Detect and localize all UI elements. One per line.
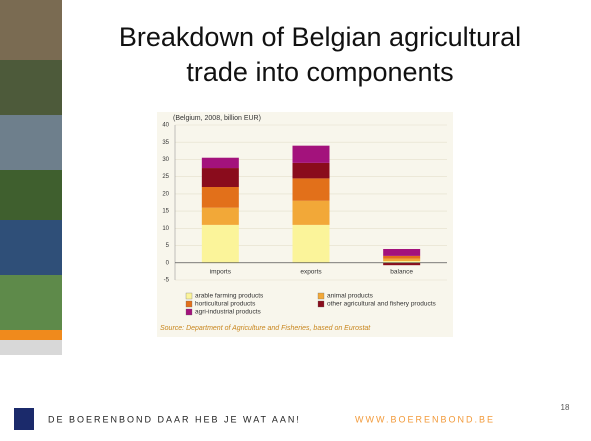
bar-segment <box>383 258 421 262</box>
photo <box>0 0 62 60</box>
bar-segment <box>292 224 330 263</box>
photo <box>0 60 62 115</box>
bar-segment <box>383 261 421 263</box>
bar-segment <box>383 249 421 256</box>
bar-segment <box>201 224 239 263</box>
bar-segment <box>292 162 330 179</box>
legend-swatch <box>185 308 193 316</box>
bar-segment <box>383 262 421 266</box>
chart-subtitle: (Belgium, 2008, billion EUR) <box>173 115 261 122</box>
bar-segment <box>201 157 239 169</box>
legend-swatch <box>317 300 325 308</box>
legend-label: animal products <box>327 293 374 300</box>
bar-segment <box>201 187 239 208</box>
logo <box>14 408 34 430</box>
footer-text: DE BOERENBOND DAAR HEB JE WAT AAN! <box>48 414 301 424</box>
photo <box>0 340 62 355</box>
y-tick-label: 40 <box>162 123 169 129</box>
bar-segment <box>292 178 330 201</box>
y-tick-label: 20 <box>162 191 169 197</box>
y-tick-label: 5 <box>166 243 170 249</box>
y-tick-label: 10 <box>162 226 169 232</box>
footer-url: WWW.BOERENBOND.BE <box>355 414 495 424</box>
photo-strip <box>0 0 62 355</box>
y-tick-label: 15 <box>162 209 169 215</box>
y-tick-label: 30 <box>162 157 169 163</box>
bar-segment <box>383 255 421 259</box>
bar-segment <box>292 200 330 225</box>
legend-swatch <box>185 300 193 308</box>
slide-title: Breakdown of Belgian agricultural trade … <box>118 22 522 87</box>
logo-mark <box>14 408 34 430</box>
photo <box>0 170 62 220</box>
legend-label: arable farming products <box>195 293 264 300</box>
x-tick-label: balance <box>390 268 413 275</box>
legend-label: agri-industrial products <box>195 309 262 316</box>
photo <box>0 220 62 275</box>
photo <box>0 115 62 170</box>
accent-bar <box>0 330 62 340</box>
y-tick-label: 25 <box>162 174 169 180</box>
legend-swatch <box>185 292 193 300</box>
y-tick-label: -5 <box>164 278 170 284</box>
bar-segment <box>201 207 239 225</box>
y-tick-label: 0 <box>166 260 170 266</box>
photo <box>0 275 62 330</box>
bar-segment <box>292 145 330 163</box>
y-tick-label: 35 <box>162 140 169 146</box>
chart-source: Source: Department of Agriculture and Fi… <box>160 325 371 332</box>
x-tick-label: imports <box>210 268 232 275</box>
legend-swatch <box>317 292 325 300</box>
legend-label: other agricultural and fishery products <box>327 301 437 308</box>
x-tick-label: exports <box>300 268 322 275</box>
bar-segment <box>201 168 239 187</box>
legend-label: horticultural products <box>195 301 256 308</box>
page-number: 18 <box>561 403 570 412</box>
